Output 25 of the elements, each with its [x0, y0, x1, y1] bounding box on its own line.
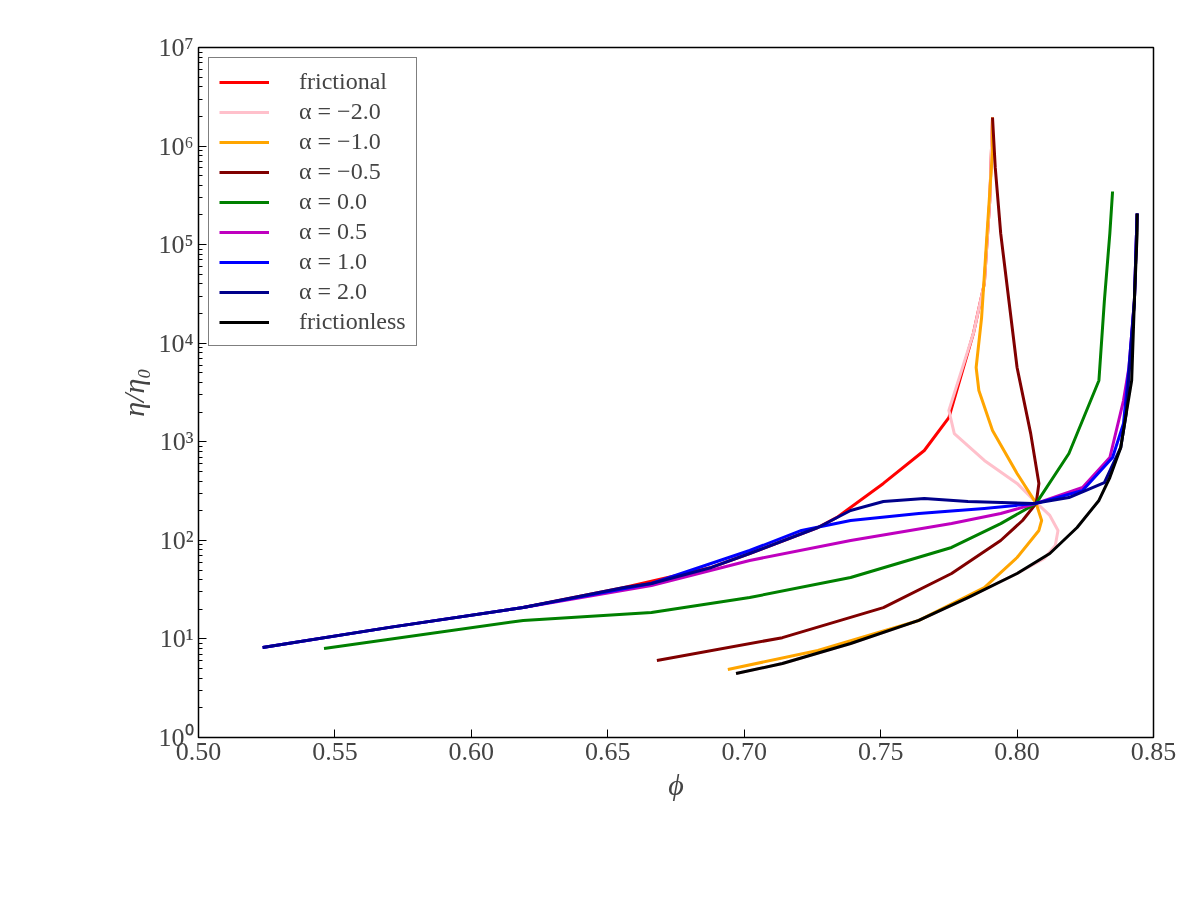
y-tick-label: 10² — [159, 525, 194, 555]
y-tick-label: 10⁷ — [158, 33, 194, 62]
legend-label: α = 0.0 — [299, 188, 368, 215]
legend-label: α = 0.5 — [299, 218, 368, 245]
legend-label: α = 1.0 — [299, 248, 368, 275]
x-tick-label: 0.65 — [585, 736, 631, 766]
x-axis-title: ϕ — [668, 767, 684, 801]
legend-label: frictionless — [299, 308, 406, 335]
y-tick-label: 10⁵ — [158, 230, 194, 260]
legend-label: α = 2.0 — [299, 278, 368, 305]
x-tick-label: 0.75 — [857, 736, 904, 766]
x-tick-label: 0.55 — [312, 736, 358, 766]
legend-label: frictional — [299, 68, 387, 95]
x-tick-label: 0.60 — [448, 736, 495, 766]
legend-label: α = −1.0 — [299, 128, 381, 155]
legend-label: α = −0.5 — [299, 158, 381, 185]
x-tick-label: 0.80 — [994, 736, 1040, 766]
y-tick-label: 10¹ — [159, 624, 194, 654]
x-tick-label: 0.85 — [1130, 736, 1177, 766]
y-tick-label: 10³ — [159, 427, 194, 457]
legend-label: α = −2.0 — [299, 98, 381, 125]
y-tick-label: 10⁶ — [158, 131, 194, 161]
y-axis-title: η/η₀ — [117, 368, 151, 417]
y-tick-label: 10⁴ — [158, 328, 194, 358]
x-tick-label: 0.70 — [721, 736, 767, 766]
